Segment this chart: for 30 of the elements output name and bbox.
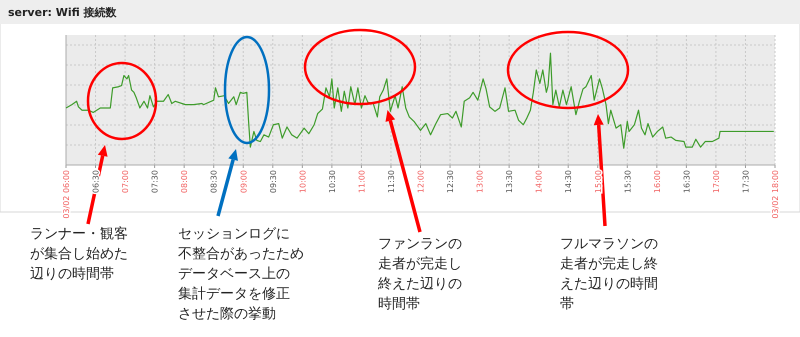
x-tick-label: 03/02 06:00 [62,170,71,219]
text: セッションログに不整合があったためデータベース上の集計データを修正させた際の挙動 [178,226,304,322]
x-tick-label: 06:30 [92,170,101,194]
x-tick-label: 15:30 [623,170,632,194]
x-tick-label: 09:30 [268,170,278,194]
x-tick-label: 14:30 [564,170,574,194]
text: フルマラソンの走者が完走し終えた辺りの時間帯 [560,236,658,312]
x-tick-label: 15:00 [594,170,603,194]
x-tick-label: 03/02 18:00 [771,170,780,219]
x-tick-label: 08:30 [210,170,219,194]
x-tick-label: 09:00 [239,170,248,194]
x-tick-label: 16:00 [652,170,662,194]
x-tick-label: 12:00 [416,170,426,194]
x-tick-label: 13:00 [476,170,485,194]
chart-title: server: Wifi 接続数 [8,6,118,19]
x-tick-label: 07:00 [121,170,130,194]
x-tick-label: 12:30 [446,170,456,194]
x-tick-label: 17:00 [712,170,721,194]
x-tick-label: 08:00 [180,170,190,194]
x-tick-label: 10:30 [328,170,337,194]
x-tick-label: 10:00 [298,170,308,194]
x-tick-label: 17:30 [741,170,750,194]
x-tick-label: 11:30 [386,170,396,194]
x-tick-label: 11:00 [357,170,366,194]
x-tick-label: 14:00 [534,170,544,194]
x-tick-label: 13:30 [505,170,514,194]
x-tick-label: 16:30 [682,170,692,194]
x-tick-label: 07:30 [150,170,160,194]
text: ファンランの走者が完走し終えた辺りの時間帯 [377,236,462,312]
text: ランナー・観客が集合し始めた辺りの時間帯 [30,226,128,282]
